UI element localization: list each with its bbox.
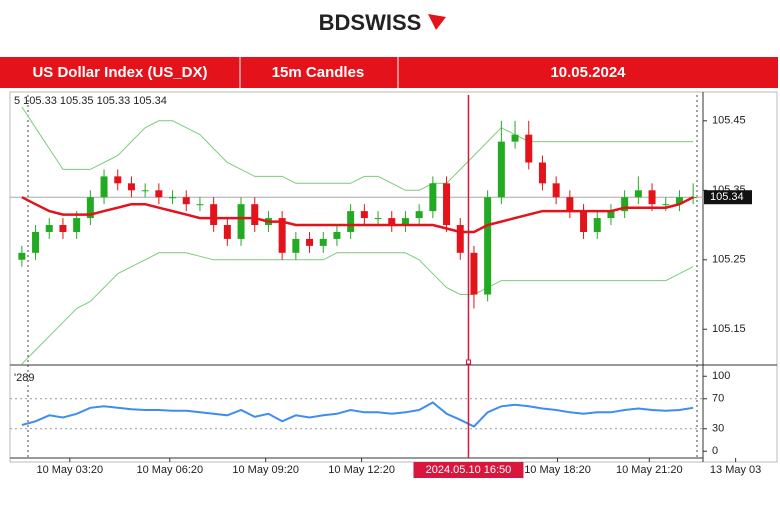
- candle-body: [429, 183, 437, 212]
- rsi-tick-label: 0: [712, 445, 718, 457]
- candle-body: [86, 197, 94, 219]
- candle-body: [538, 162, 546, 184]
- y-tick-label: 105.25: [712, 254, 746, 266]
- candle-body: [511, 134, 519, 142]
- candle-body: [580, 211, 588, 232]
- candle-body: [484, 197, 492, 295]
- candle-body: [182, 197, 190, 205]
- candle-body: [497, 141, 505, 198]
- x-tick-label: 10 May 03:20: [36, 464, 103, 476]
- x-tick-label: 10 May 06:20: [136, 464, 203, 476]
- candle-body: [443, 183, 451, 226]
- candle-body: [127, 183, 135, 191]
- crosshair-tag: [413, 462, 524, 478]
- header-bar: [0, 57, 778, 88]
- candle-body: [566, 197, 574, 212]
- candle-body: [401, 218, 409, 226]
- candle-body: [347, 211, 355, 232]
- date: 10.05.2024: [550, 64, 626, 81]
- rsi-tick-label: 30: [712, 423, 724, 435]
- x-tick-label: 13 May 03: [710, 464, 761, 476]
- candle-body: [525, 134, 533, 163]
- rsi-tick-label: 100: [712, 370, 730, 382]
- candle-body: [621, 197, 629, 212]
- candle-body: [59, 225, 67, 232]
- candle-body: [552, 183, 560, 198]
- candle-body: [114, 176, 122, 184]
- candle-body: [223, 225, 231, 239]
- candle-body: [662, 204, 670, 206]
- candle-body: [360, 211, 368, 219]
- logo-arrow: [428, 14, 446, 30]
- rsi-line: [21, 401, 694, 428]
- candle-body: [470, 252, 478, 295]
- candle-body: [45, 225, 53, 232]
- candle-body: [278, 218, 286, 253]
- candle-body: [415, 211, 423, 219]
- y-tick-label: 105.15: [712, 323, 746, 335]
- candle-body: [333, 231, 341, 239]
- candle-body: [18, 252, 26, 260]
- candle-body: [210, 204, 218, 226]
- x-tick-label: 10 May 21:20: [616, 464, 683, 476]
- candle-body: [141, 190, 149, 192]
- candle-body: [388, 218, 396, 226]
- brand-logo: BDSWISS: [319, 10, 422, 35]
- candle-body: [607, 211, 615, 219]
- candle-body: [306, 238, 314, 246]
- moving-average: [21, 196, 694, 234]
- candle-body: [169, 197, 177, 199]
- candle-body: [319, 238, 327, 246]
- chart-frame: [9, 91, 778, 463]
- rsi-tick-label: 70: [712, 393, 724, 405]
- timeframe: 15m Candles: [272, 64, 365, 81]
- ohlc-info: 5 105.33 105.35 105.33 105.34: [14, 95, 167, 107]
- candle-body: [374, 218, 382, 220]
- candle-body: [456, 225, 464, 253]
- candle-body: [675, 197, 683, 205]
- candle-body: [196, 204, 204, 206]
- candle-body: [32, 231, 40, 253]
- candle-body: [237, 204, 245, 239]
- candle-body: [292, 238, 300, 253]
- instrument: US Dollar Index (US_DX): [32, 64, 207, 81]
- candle-body: [251, 204, 259, 226]
- crosshair-marker: [465, 359, 471, 365]
- x-tick-label: 10 May 18:20: [524, 464, 591, 476]
- x-tick-label: 10 May 09:20: [232, 464, 299, 476]
- y-tick-label: 105.45: [712, 115, 746, 127]
- rsi-label: '289: [14, 372, 34, 384]
- last-price-label: 105.34: [710, 191, 744, 203]
- x-tick-label: 10 May 12:20: [328, 464, 395, 476]
- candle-body: [593, 218, 601, 232]
- candle-body: [155, 190, 163, 198]
- lower-band: [21, 252, 694, 365]
- candle-body: [634, 190, 642, 198]
- candle-body: [73, 218, 81, 232]
- upper-band: [21, 106, 694, 191]
- last-price-tag: [704, 190, 752, 205]
- candle-body: [100, 176, 108, 198]
- candle-body: [648, 190, 656, 205]
- crosshair-label: 2024.05.10 16:50: [426, 464, 512, 476]
